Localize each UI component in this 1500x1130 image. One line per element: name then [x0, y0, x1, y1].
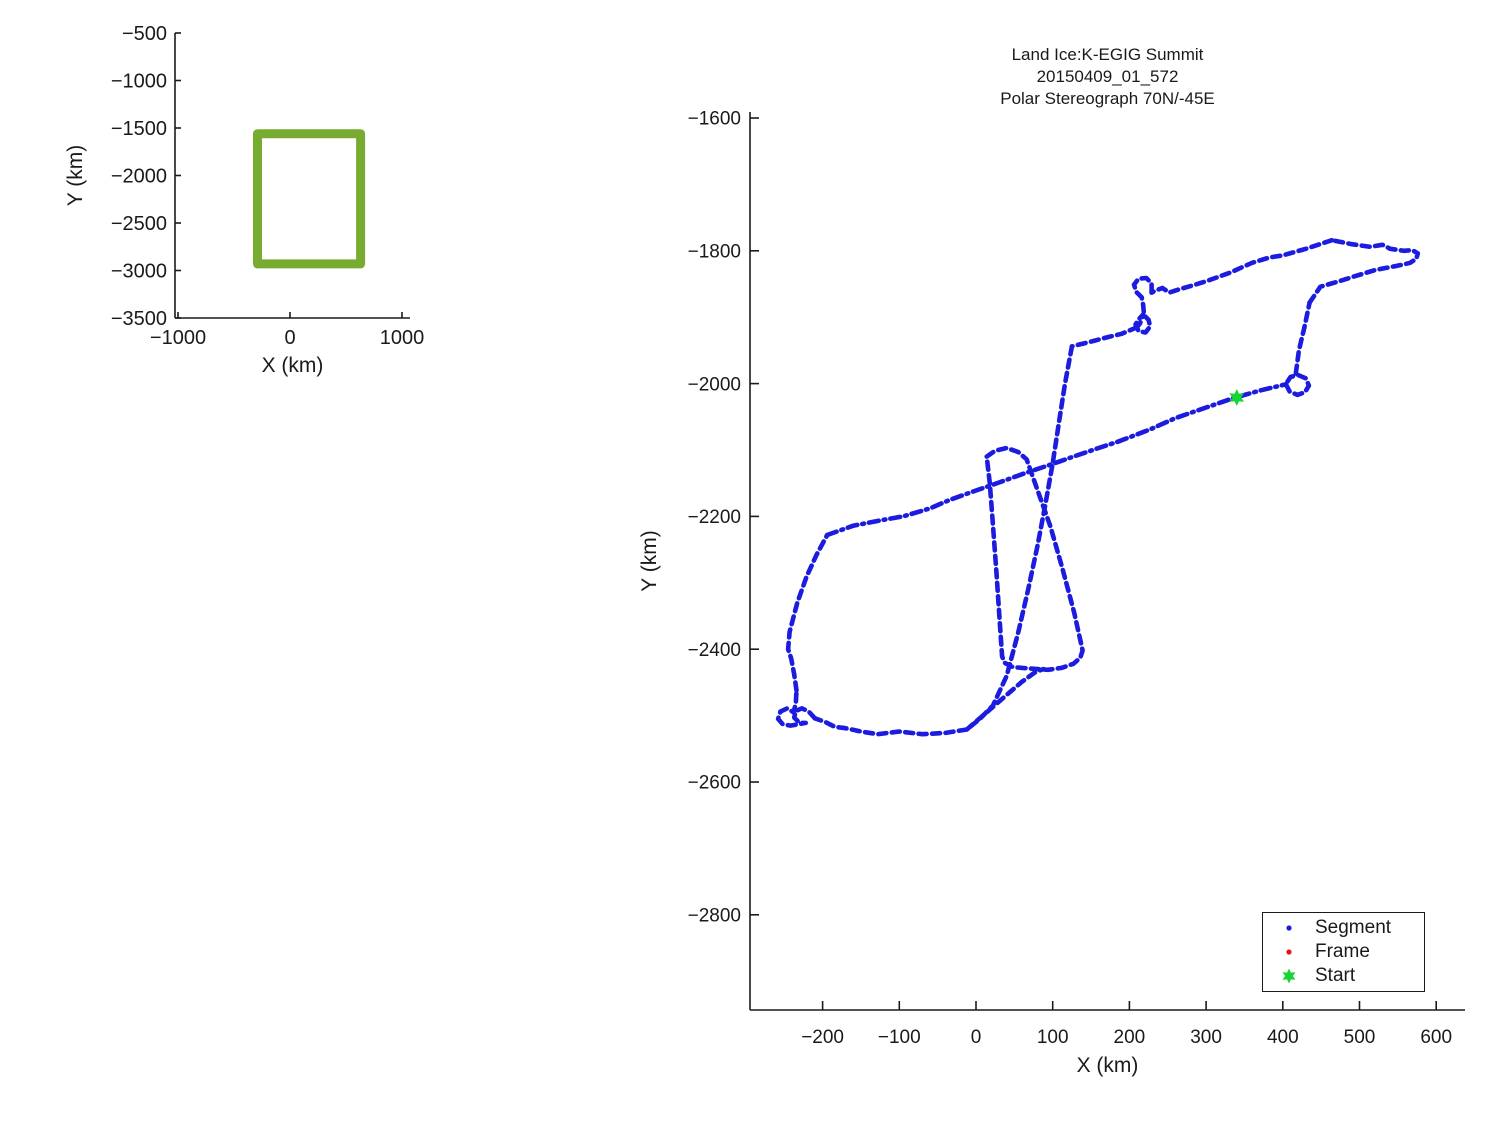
axes [174, 33, 410, 319]
trajectory-path-transit-sw-ne [824, 382, 1289, 538]
y-tick-label: −2800 [688, 905, 741, 926]
trajectory-path-southwest-bow-loop [775, 688, 818, 728]
tick-labels: −1000 0 1000 −500 −1000 −1500 −2000 −2500 −3000 −… [111, 23, 424, 349]
x-tick-label: −200 [801, 1027, 844, 1048]
y-axis-label: Y (km) [638, 530, 661, 591]
y-tick-label: −2000 [111, 166, 167, 188]
x-tick-label: 100 [1037, 1027, 1069, 1048]
trajectory-path-figure-eight-loop [1131, 275, 1154, 335]
trajectory-path-turn-loop-east [1283, 372, 1312, 398]
trajectory-path-link-to-steep-leg [1069, 324, 1140, 349]
title-line-2: 20150409_01_572 [1036, 67, 1179, 86]
x-tick-label: 1000 [380, 327, 425, 349]
y-tick-label: −1800 [688, 241, 741, 262]
tick-labels: −200 −100 0 100 200 300 400 500 600 −1600 −1800 −20… [688, 109, 1452, 1048]
x-tick-label: 400 [1267, 1027, 1299, 1048]
legend-label-segment: Segment [1315, 917, 1392, 938]
trajectory-plot: −200 −100 0 100 200 300 400 500 600 −1600 −1800 −20… [600, 0, 1500, 1125]
y-tick-label: −2200 [688, 507, 741, 528]
y-tick-label: −2400 [688, 640, 741, 661]
x-axis-label: X (km) [262, 354, 324, 377]
y-tick-label: −3500 [111, 308, 167, 330]
legend-label-frame: Frame [1315, 941, 1370, 962]
trajectory-path-southeast-exit-leg [964, 666, 1046, 732]
x-tick-label: −100 [878, 1027, 921, 1048]
ticks [750, 117, 1438, 1010]
start-marker-icon [1263, 968, 1315, 984]
start-marker [1229, 389, 1245, 406]
y-tick-label: −1000 [111, 71, 167, 93]
ticks [175, 32, 403, 319]
legend-item-segment: Segment [1263, 916, 1424, 940]
x-tick-label: 200 [1114, 1027, 1146, 1048]
series-group [253, 129, 366, 269]
y-tick-label: −2600 [688, 773, 741, 794]
y-axis-label: Y (km) [64, 145, 87, 206]
trajectory-path-survey-racetrack [984, 445, 1085, 673]
axes [749, 112, 1465, 1011]
trajectory-path-northeast-limb-and-hook [1307, 237, 1421, 305]
x-tick-label: −1000 [150, 327, 206, 349]
y-tick-label: −2500 [111, 213, 167, 235]
y-tick-label: −1600 [688, 109, 741, 130]
title-line-1: Land Ice:K-EGIG Summit [1011, 45, 1204, 64]
x-tick-label: 300 [1190, 1027, 1222, 1048]
flight-trajectory-svg: −200 −100 0 100 200 300 400 500 600 −1600 −1800 −20… [638, 109, 1465, 1077]
x-tick-label: 500 [1344, 1027, 1376, 1048]
frame-dot-icon [1263, 948, 1315, 956]
y-tick-label: −3000 [111, 261, 167, 283]
overview-map-svg: −1000 0 1000 −500 −1000 −1500 −2000 −2500 −3000 −… [64, 23, 424, 377]
segment-dot-icon [1263, 924, 1315, 932]
trajectory-path-west-boundary [785, 532, 830, 693]
x-tick-label: 600 [1420, 1027, 1452, 1048]
legend-label-start: Start [1315, 965, 1356, 986]
overview-plot: −1000 0 1000 −500 −1000 −1500 −2000 −2500 −3000 −… [0, 0, 500, 400]
trajectory-path-south-boundary [812, 716, 970, 737]
series-group [775, 237, 1421, 737]
y-tick-label: −500 [122, 23, 167, 45]
title-line-3: Polar Stereograph 70N/-45E [1000, 89, 1215, 108]
x-axis-label: X (km) [1077, 1054, 1139, 1077]
trajectory-path-climb-north-leg [1293, 300, 1312, 376]
x-tick-label: 0 [971, 1027, 982, 1048]
y-tick-label: −2000 [688, 374, 741, 395]
chart-title: Land Ice:K-EGIG Summit 20150409_01_572 P… [750, 44, 1465, 110]
trajectory-path-ridge-diagonal [1149, 237, 1335, 295]
y-tick-label: −1500 [111, 118, 167, 140]
trajectory-path-coverage-box [253, 129, 366, 269]
legend: Segment Frame Start [1262, 912, 1425, 992]
legend-item-start: Start [1263, 964, 1424, 988]
x-tick-label: 0 [284, 327, 295, 349]
trajectory-path-steep-south-leg [964, 344, 1075, 732]
legend-item-frame: Frame [1263, 940, 1424, 964]
